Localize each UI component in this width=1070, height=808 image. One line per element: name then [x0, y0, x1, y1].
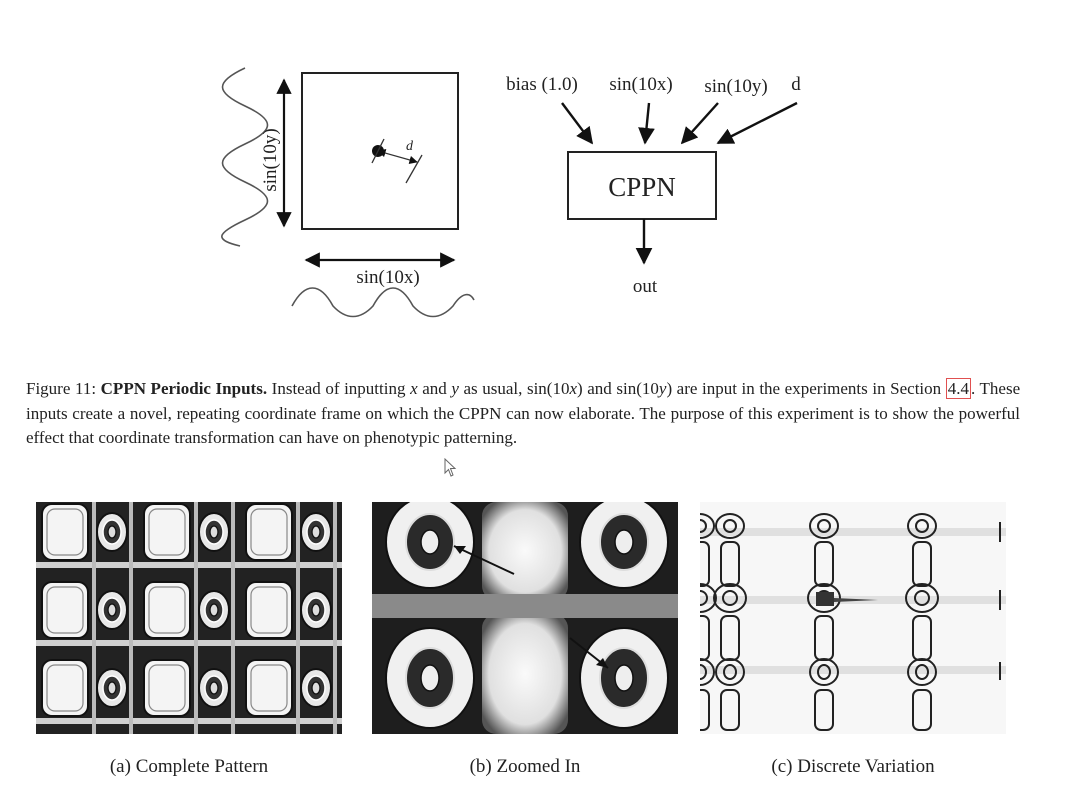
x-axis-label: sin(10x) [356, 267, 419, 288]
input-label-sinx: sin(10x) [609, 74, 672, 95]
distance-label: d [406, 139, 414, 154]
mouse-cursor-icon [444, 458, 457, 477]
input-label-siny: sin(10y) [704, 76, 767, 97]
subcaption-b: (b) Zoomed In [469, 756, 581, 777]
pattern-image-zoomed [372, 502, 678, 734]
caption-text: ) are input in the experiments in Sectio… [666, 379, 942, 398]
subcaption-c: (c) Discrete Variation [771, 756, 935, 777]
pattern-image-discrete [700, 502, 1006, 734]
caption-text: ) and sin(10 [577, 379, 659, 398]
vertical-sine-wave [221, 67, 269, 247]
caption-text: and [422, 379, 447, 398]
output-label: out [633, 276, 658, 297]
cppn-box-label: CPPN [608, 172, 676, 202]
figure-caption: Figure 11: CPPN Periodic Inputs. Instead… [26, 377, 1020, 451]
section-ref-link[interactable]: 4.4 [945, 378, 971, 399]
cppn-box [567, 151, 717, 220]
figure-title: CPPN Periodic Inputs. [100, 379, 268, 398]
math-y: y [658, 379, 667, 398]
pattern-image-complete [36, 502, 342, 734]
math-x: x [569, 379, 578, 398]
input-label-d: d [791, 74, 801, 95]
input-label-bias: bias (1.0) [506, 74, 578, 95]
caption-text: as usual, sin(10 [463, 379, 570, 398]
cppn-diagram: sin(10y) d sin(10x) bias (1.0) sin(10x) … [221, 67, 801, 318]
math-x: x [410, 379, 418, 398]
caption-text: Instead of inputting [271, 379, 406, 398]
figure-label: Figure 11: [26, 379, 97, 398]
horizontal-sine-wave [291, 287, 475, 318]
subcaption-a: (a) Complete Pattern [109, 756, 269, 777]
input-arrow-sinx [638, 102, 655, 145]
math-y: y [451, 379, 459, 398]
input-arrow-d [716, 101, 798, 145]
y-axis-label: sin(10y) [260, 128, 281, 191]
caption-text: . These inputs create a novel, repeating… [26, 379, 1021, 447]
input-arrow-bias [561, 102, 594, 145]
input-arrow-siny [680, 102, 719, 145]
coordinate-frame [301, 72, 459, 230]
